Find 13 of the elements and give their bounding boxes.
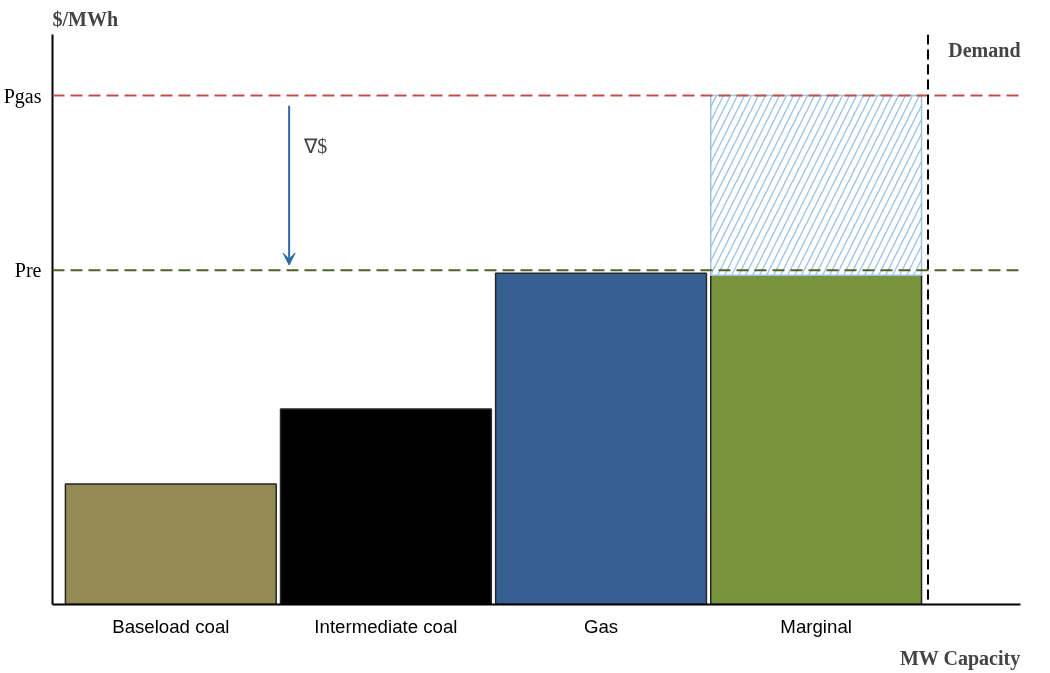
bar bbox=[494, 272, 708, 605]
ref-line-label: Pre bbox=[14, 259, 42, 282]
ref-line-label: Pgas bbox=[3, 84, 42, 108]
x-tick-label: Gas bbox=[583, 615, 619, 637]
x-tick-label: Baseload coal bbox=[112, 615, 230, 637]
bar bbox=[64, 483, 277, 605]
x-tick-label: Marginal bbox=[780, 615, 852, 637]
bar bbox=[709, 274, 923, 605]
y-axis-title: $/MWh bbox=[52, 7, 119, 30]
x-tick-label: Intermediate coal bbox=[314, 615, 458, 637]
annotation: ∇$ bbox=[303, 135, 328, 158]
text: Demand bbox=[948, 38, 1021, 61]
x-axis-title: MW Capacity bbox=[899, 646, 1021, 670]
